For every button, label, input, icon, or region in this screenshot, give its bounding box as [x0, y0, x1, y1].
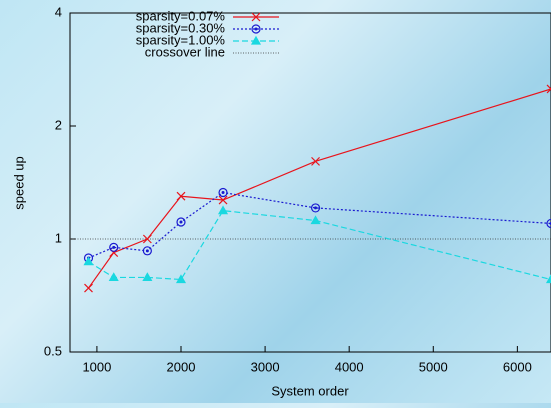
x-tick-label: 2000	[167, 359, 196, 374]
marker-dot	[222, 192, 224, 194]
y-tick-label: 0.5	[44, 343, 62, 358]
legend-label: crossover line	[145, 44, 225, 59]
x-tick-label: 4000	[335, 359, 364, 374]
x-tick-label: 5000	[419, 359, 448, 374]
legend-marker	[255, 28, 257, 30]
marker	[85, 284, 93, 292]
x-axis-label: System order	[271, 383, 349, 398]
series-line	[89, 211, 551, 280]
marker-dot	[146, 250, 148, 252]
marker	[312, 157, 320, 165]
plot-frame	[70, 13, 551, 352]
marker	[547, 276, 551, 283]
y-axis-label: speed up	[11, 156, 26, 210]
marker-dot	[180, 221, 182, 223]
marker	[219, 207, 227, 214]
y-tick-label: 4	[55, 4, 62, 19]
series-line	[89, 89, 551, 288]
marker-dot	[315, 207, 317, 209]
chart: speed up System order 0.5 1 2 4 1000 2000 3000…	[0, 0, 551, 403]
marker-dot	[113, 246, 115, 248]
marker	[143, 273, 151, 280]
x-tick-label: 6000	[503, 359, 532, 374]
y-tick-label: 2	[55, 117, 62, 132]
marker	[312, 217, 320, 224]
y-tick-label: 1	[55, 230, 62, 245]
x-tick-label: 3000	[251, 359, 280, 374]
x-tick-label: 1000	[82, 359, 111, 374]
